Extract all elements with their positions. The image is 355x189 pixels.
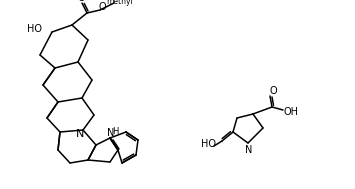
Text: N: N xyxy=(245,145,253,155)
Text: HO: HO xyxy=(201,139,215,149)
Text: O: O xyxy=(77,0,85,3)
Text: O: O xyxy=(269,86,277,96)
Text: N: N xyxy=(107,128,115,138)
Text: O: O xyxy=(98,2,106,12)
Text: N: N xyxy=(76,129,84,139)
Text: H: H xyxy=(112,126,118,136)
Text: OH: OH xyxy=(284,107,299,117)
Text: HO: HO xyxy=(27,24,42,34)
Text: methyl: methyl xyxy=(106,0,133,5)
